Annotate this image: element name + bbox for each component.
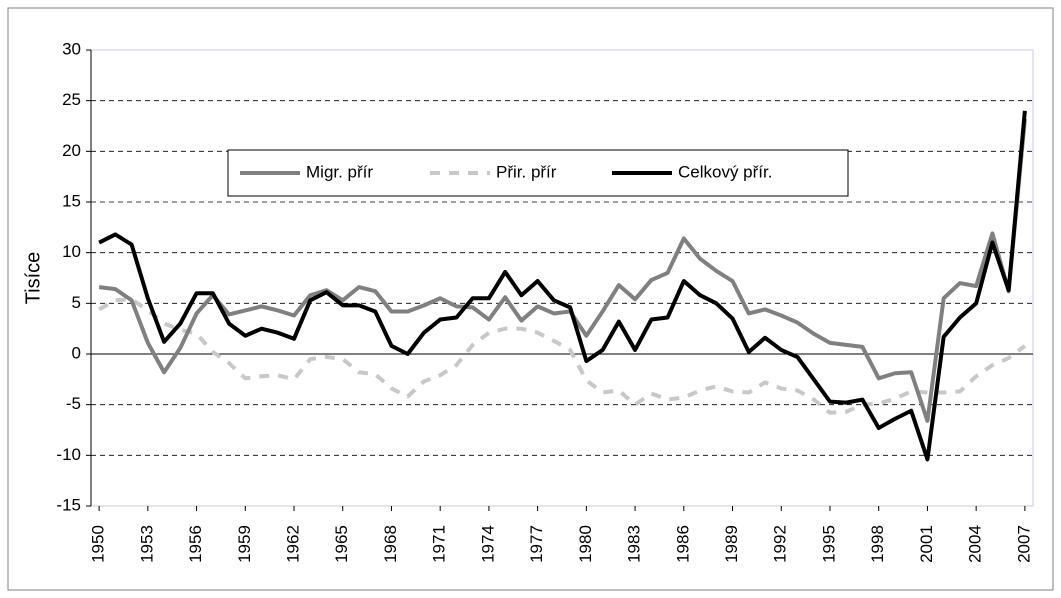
- x-tick-label: 1956: [186, 525, 205, 563]
- x-tick-label: 1986: [673, 525, 692, 563]
- x-tick-label: 1974: [478, 525, 497, 563]
- y-tick-label: 25: [62, 90, 81, 109]
- legend-label: Celkový přír.: [678, 162, 772, 181]
- y-tick-label: -5: [66, 394, 81, 413]
- y-tick-label: 0: [72, 343, 81, 362]
- x-tick-label: 1965: [332, 525, 351, 563]
- y-tick-label: 5: [72, 293, 81, 312]
- x-tick-label: 1971: [430, 525, 449, 563]
- y-tick-label: 20: [62, 141, 81, 160]
- y-tick-label: 10: [62, 242, 81, 261]
- y-axis-label: Tisíce: [22, 252, 44, 305]
- series-line: [98, 118, 1027, 423]
- series-line: [98, 110, 1027, 462]
- x-tick-label: 1992: [771, 525, 790, 563]
- legend-label: Migr. přír: [306, 162, 373, 181]
- y-tick-label: -15: [56, 495, 81, 514]
- y-tick-label: 15: [62, 191, 81, 210]
- x-tick-label: 1977: [527, 525, 546, 563]
- legend-label: Přir. přír: [496, 162, 557, 181]
- x-tick-label: 2001: [917, 525, 936, 563]
- y-tick-label: 30: [62, 39, 81, 58]
- x-tick-label: 1968: [381, 525, 400, 563]
- x-tick-label: 2004: [966, 525, 985, 563]
- legend-box: [227, 149, 849, 197]
- x-tick-label: 1983: [625, 525, 644, 563]
- x-tick-label: 1962: [284, 525, 303, 563]
- x-tick-label: 1995: [819, 525, 838, 563]
- x-tick-label: 1998: [868, 525, 887, 563]
- y-tick-label: -10: [56, 445, 81, 464]
- x-tick-label: 1989: [722, 525, 741, 563]
- x-tick-label: 1980: [576, 525, 595, 563]
- plot-area: [90, 49, 1034, 507]
- x-tick-label: 1950: [89, 525, 108, 563]
- x-tick-label: 2007: [1014, 525, 1033, 563]
- series-line: [98, 297, 1027, 415]
- x-tick-label: 1959: [235, 525, 254, 563]
- x-tick-label: 1953: [137, 525, 156, 563]
